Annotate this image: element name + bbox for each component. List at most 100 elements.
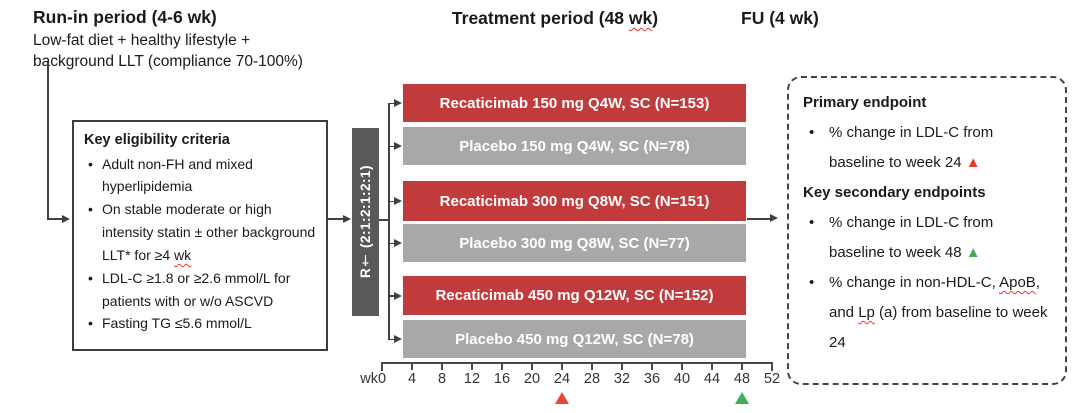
secondary-endpoints-title: Key secondary endpoints	[803, 184, 986, 201]
branch-line-5	[388, 295, 395, 297]
bullet-icon: •	[809, 274, 815, 291]
axis-tick-label: 52	[763, 371, 781, 387]
axis-tick-label: 4	[407, 371, 417, 387]
eligibility-bullet-1-text: Adult non-FH and mixed hyperlipidemia	[102, 155, 253, 195]
branch-arrowhead-icon-4	[394, 239, 402, 247]
axis-tick	[741, 362, 743, 370]
arm-label: Recaticimab 450 mg Q12W, SC (N=152)	[435, 287, 714, 304]
eligibility-bullet-2: • On stable moderate or high intensity st…	[84, 198, 318, 266]
arm-label: Recaticimab 300 mg Q8W, SC (N=151)	[439, 192, 710, 210]
arms-to-endpoints-line	[747, 217, 771, 220]
axis-tick	[501, 362, 503, 370]
branch-arrowhead-icon-3	[394, 197, 402, 205]
arm-bar-recaticimab-150: Recaticimab 150 mg Q4W, SC (N=153)	[403, 84, 746, 122]
axis-tick	[531, 362, 533, 370]
bullet-icon: •	[88, 201, 93, 218]
axis-tick-label: 12	[463, 371, 481, 387]
eligibility-bullet-3-text: LDL-C ≥1.8 or ≥2.6 mmol/L for patients w…	[102, 269, 291, 309]
axis-baseline	[382, 362, 773, 364]
arm-bar-placebo-450: Placebo 450 mg Q12W, SC (N=78)	[403, 320, 746, 358]
eligibility-bullet-1: • Adult non-FH and mixed hyperlipidemia	[84, 153, 318, 199]
bullet-icon: •	[88, 155, 93, 172]
axis-tick-label: 0	[377, 371, 387, 387]
treatment-period-header: Treatment period (48 wk)	[400, 8, 710, 29]
arm-bar-recaticimab-450: Recaticimab 450 mg Q12W, SC (N=152)	[403, 276, 746, 315]
secondary-endpoint-2-text: % change in non-HDL-C,	[829, 274, 1000, 291]
axis-tick-label: 16	[493, 371, 511, 387]
branch-arrowhead-icon-5	[394, 291, 402, 300]
bullet-icon: •	[809, 124, 815, 141]
secondary-endpoint-2-mid: , and	[829, 274, 1040, 321]
treatment-period-wavy: wk	[628, 8, 653, 28]
eligibility-bullet-4-text: Fasting TG ≤5.6 mmol/L	[102, 315, 252, 332]
treatment-period-close: )	[652, 8, 659, 28]
run-in-connector-vertical	[47, 62, 49, 219]
run-in-header: Run-in period (4-6 wk) Low-fat diet + he…	[33, 6, 363, 72]
branch-arrowhead-icon-1	[394, 99, 402, 107]
run-in-line2: background LLT (compliance 70-100%)	[33, 52, 303, 70]
axis-tick	[441, 362, 443, 370]
branch-arrowhead-icon-2	[394, 142, 402, 150]
eligibility-bullet-4: • Fasting TG ≤5.6 mmol/L	[84, 312, 318, 335]
arm-bar-placebo-150: Placebo 150 mg Q4W, SC (N=78)	[403, 127, 746, 165]
run-in-arrowhead-icon	[62, 214, 70, 223]
eligibility-to-randomization-arrowhead-icon	[343, 214, 351, 223]
eligibility-to-randomization-line	[328, 218, 344, 220]
arm-label: Placebo 150 mg Q4W, SC (N=78)	[459, 137, 690, 155]
secondary-endpoint-bullet-2: • % change in non-HDL-C, ApoB, and Lp (a)…	[803, 268, 1053, 358]
branch-spine-line	[388, 103, 390, 340]
arm-label: Placebo 300 mg Q8W, SC (N=77)	[459, 234, 690, 252]
secondary-endpoint-2-wavy2: Lp	[858, 304, 875, 321]
arm-label: Recaticimab 150 mg Q4W, SC (N=153)	[439, 94, 710, 112]
axis-tick-label: 20	[523, 371, 541, 387]
axis-tick-label: 8	[437, 371, 447, 387]
axis-tick-label: 32	[613, 371, 631, 387]
axis-tick-label: 28	[583, 371, 601, 387]
branch-line-4	[388, 242, 395, 244]
axis-tick	[471, 362, 473, 370]
axis-tick-label: 44	[703, 371, 721, 387]
axis-tick	[681, 362, 683, 370]
run-in-connector-horizontal	[47, 218, 63, 220]
axis-tick	[771, 362, 773, 371]
branch-arrowhead-icon-6	[394, 335, 402, 343]
randomization-label: R† (2:1:2:1:2:1)	[358, 165, 373, 279]
treatment-period-text: Treatment period (48	[451, 8, 629, 28]
arms-to-endpoints-arrowhead-icon	[770, 214, 778, 222]
endpoints-box: Primary endpoint • % change in LDL-C from…	[787, 76, 1067, 385]
axis-tick	[621, 362, 623, 370]
eligibility-bullet-2-text: On stable moderate or high intensity sta…	[102, 201, 316, 263]
bullet-icon: •	[809, 214, 815, 231]
eligibility-box: Key eligibility criteria • Adult non-FH a…	[72, 120, 328, 351]
secondary-endpoint-bullet-1: • % change in LDL-C from baseline to week…	[803, 208, 1053, 268]
week-axis: wk 0 4 8 12 16 20 24 28 32 36 40 44 48 52	[352, 360, 792, 413]
axis-tick-label: 48	[733, 371, 751, 387]
arm-bar-placebo-300: Placebo 300 mg Q8W, SC (N=77)	[403, 224, 746, 262]
axis-tick-label: 36	[643, 371, 661, 387]
axis-tick-label: 24	[553, 371, 571, 387]
branch-line-2	[388, 145, 395, 147]
arm-label: Placebo 450 mg Q12W, SC (N=78)	[455, 330, 694, 348]
secondary-endpoint-1-text: % change in LDL-C from baseline to week …	[829, 214, 994, 261]
axis-tick	[711, 362, 713, 370]
axis-marker-week-48-icon	[735, 392, 749, 404]
eligibility-title: Key eligibility criteria	[84, 132, 230, 148]
primary-endpoint-bullet: • % change in LDL-C from baseline to week…	[803, 118, 1053, 178]
axis-tick	[591, 362, 593, 370]
branch-line-6	[388, 338, 395, 340]
axis-tick	[411, 362, 413, 370]
primary-endpoint-title: Primary endpoint	[803, 94, 927, 111]
bullet-icon: •	[88, 315, 93, 332]
axis-tick	[381, 362, 383, 371]
secondary-endpoint-2-post: (a) from baseline to week 24	[829, 304, 1048, 351]
red-triangle-icon: ▲	[965, 154, 981, 171]
arm-bar-recaticimab-300: Recaticimab 300 mg Q8W, SC (N=151)	[403, 181, 746, 221]
branch-line-1	[388, 102, 395, 104]
axis-tick	[561, 362, 563, 370]
run-in-title: Run-in period (4-6 wk)	[33, 7, 217, 27]
axis-tick-label: 40	[673, 371, 691, 387]
bullet-icon: •	[88, 269, 93, 286]
eligibility-bullet-2-wavy: wk	[174, 246, 192, 263]
randomization-stub-line	[379, 219, 388, 221]
